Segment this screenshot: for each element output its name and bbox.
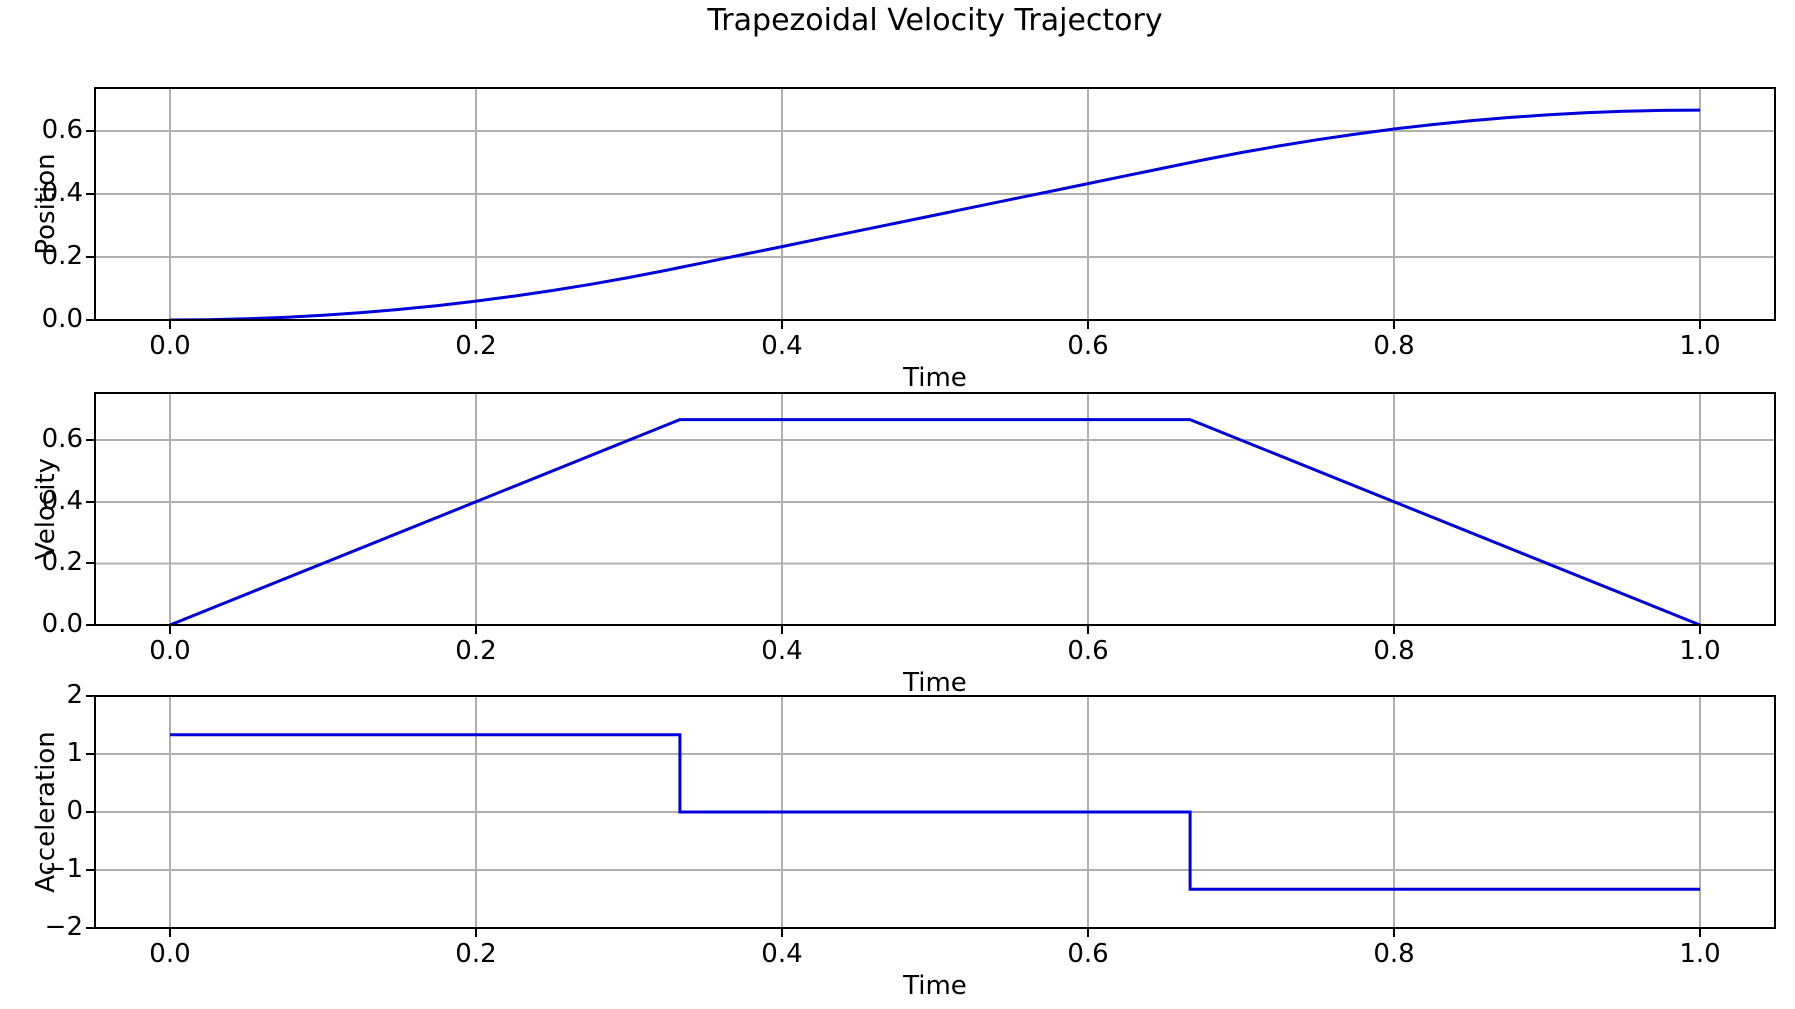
acceleration-x-axis-label: Time xyxy=(903,971,967,1001)
y-tick-label: 1 xyxy=(66,738,83,768)
x-tick-label: 1.0 xyxy=(1679,331,1721,361)
y-tick-label: 0.0 xyxy=(41,609,83,639)
x-tick-label: 0.2 xyxy=(455,939,497,969)
x-tick-mark xyxy=(1699,929,1702,937)
x-tick-mark xyxy=(1393,626,1396,634)
position-vs-time-series-line xyxy=(169,108,1701,321)
y-tick-label: 0.2 xyxy=(41,241,83,272)
x-tick-mark xyxy=(780,929,783,937)
x-tick-mark xyxy=(1087,929,1089,937)
x-tick-mark xyxy=(1699,321,1702,329)
y-tick-label: 0.0 xyxy=(41,304,83,334)
y-tick-label: 0.6 xyxy=(41,424,83,455)
x-tick-mark xyxy=(1087,626,1089,634)
y-tick-mark xyxy=(86,500,94,503)
plot-spine xyxy=(94,392,1776,626)
y-tick-mark xyxy=(86,624,94,626)
x-tick-label: 0.6 xyxy=(1067,939,1109,969)
plot-spine xyxy=(94,87,1776,321)
x-tick-label: 0.4 xyxy=(761,636,803,666)
y-tick-label: −2 xyxy=(44,912,83,942)
y-tick-mark xyxy=(86,811,94,813)
y-tick-mark xyxy=(86,319,94,321)
y-tick-label: 0 xyxy=(66,796,83,826)
x-tick-label: 0.6 xyxy=(1067,331,1109,361)
y-tick-mark xyxy=(86,130,94,133)
y-tick-mark xyxy=(86,193,94,196)
x-tick-label: 0.6 xyxy=(1067,636,1109,666)
x-tick-label: 1.0 xyxy=(1679,939,1721,969)
x-tick-label: 0.8 xyxy=(1373,636,1415,666)
acceleration-plot-area xyxy=(94,695,1776,929)
x-tick-label: 0.8 xyxy=(1373,331,1415,361)
y-tick-label: 0.6 xyxy=(41,115,83,146)
y-tick-label: 0.4 xyxy=(41,178,83,209)
x-tick-mark xyxy=(1699,626,1702,634)
position-x-axis-label: Time xyxy=(903,363,967,393)
x-tick-mark xyxy=(474,321,477,329)
x-tick-mark xyxy=(168,626,171,634)
x-tick-mark xyxy=(474,929,477,937)
y-tick-mark xyxy=(86,562,94,565)
y-tick-mark xyxy=(86,927,94,929)
velocity-vs-time-series-line xyxy=(169,418,1701,626)
x-tick-label: 0.0 xyxy=(149,331,191,361)
y-tick-label: 0.2 xyxy=(41,547,83,578)
acceleration-vs-time-series-line xyxy=(170,733,1700,891)
y-tick-mark xyxy=(86,869,94,871)
plot-spine xyxy=(94,695,1776,929)
y-tick-mark xyxy=(86,256,94,259)
x-tick-label: 0.2 xyxy=(455,636,497,666)
y-tick-mark xyxy=(86,695,94,697)
x-tick-mark xyxy=(1087,321,1089,329)
x-tick-mark xyxy=(168,321,171,329)
x-tick-mark xyxy=(780,321,783,329)
x-tick-mark xyxy=(474,626,477,634)
x-tick-mark xyxy=(168,929,171,937)
x-tick-mark xyxy=(780,626,783,634)
position-plot-area xyxy=(94,87,1776,321)
x-tick-label: 0.0 xyxy=(149,636,191,666)
y-tick-mark xyxy=(86,753,94,755)
x-tick-mark xyxy=(1393,321,1396,329)
x-tick-label: 0.8 xyxy=(1373,939,1415,969)
x-tick-label: 0.4 xyxy=(761,939,803,969)
velocity-plot-area xyxy=(94,392,1776,626)
velocity-x-axis-label: Time xyxy=(903,668,967,698)
y-tick-label: 0.4 xyxy=(41,485,83,516)
x-tick-label: 1.0 xyxy=(1679,636,1721,666)
y-tick-label: −1 xyxy=(44,854,83,884)
x-tick-mark xyxy=(1393,929,1396,937)
y-tick-mark xyxy=(86,439,94,442)
x-tick-label: 0.0 xyxy=(149,939,191,969)
y-tick-label: 2 xyxy=(66,680,83,710)
x-tick-label: 0.4 xyxy=(761,331,803,361)
x-tick-label: 0.2 xyxy=(455,331,497,361)
figure-title: Trapezoidal Velocity Trajectory xyxy=(707,3,1163,38)
